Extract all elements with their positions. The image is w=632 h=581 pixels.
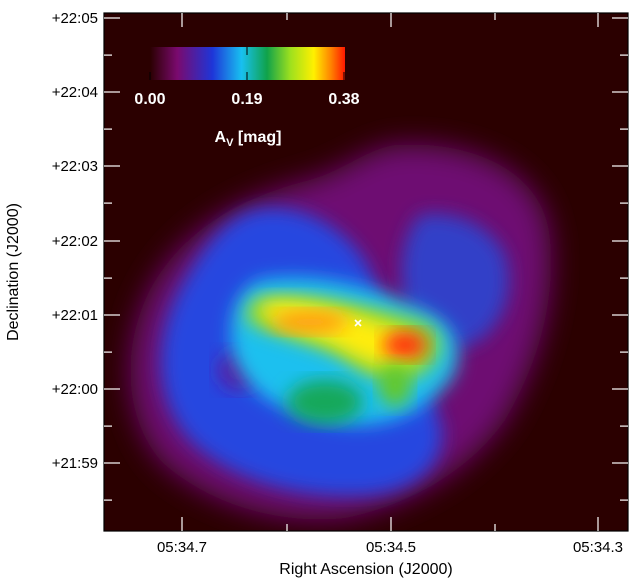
nebula-eastern-peak xyxy=(383,331,427,359)
axis-ticks xyxy=(104,13,628,531)
star-marker xyxy=(354,319,362,327)
x-axis: 05:34.7 05:34.5 05:34.3 xyxy=(157,539,623,556)
y-tick-label: +22:03 xyxy=(52,158,98,175)
nebula-plume-green xyxy=(379,363,411,407)
y-tick-label: +21:59 xyxy=(52,455,98,472)
y-tick-label: +22:01 xyxy=(52,307,98,324)
x-axis-label: Right Ascension (J2000) xyxy=(279,561,452,578)
colorbar-label-unit: [mag] xyxy=(233,129,281,146)
colorbar-tick-label: 0.38 xyxy=(328,91,359,108)
colorbar-tick-label: 0.00 xyxy=(134,91,165,108)
colorbar-label-sub: V xyxy=(226,137,234,149)
plot-frame xyxy=(103,12,629,532)
colorbar-label: AV [mag] xyxy=(215,129,282,149)
nebula-image xyxy=(130,144,551,520)
x-tick-label: 05:34.3 xyxy=(573,539,623,556)
colorbar-label-main: A xyxy=(215,129,227,146)
y-tick-label: +22:00 xyxy=(52,381,98,398)
x-tick-label: 05:34.7 xyxy=(157,539,207,556)
y-tick-label: +22:04 xyxy=(52,84,98,101)
y-tick-label: +22:05 xyxy=(52,10,98,27)
y-axis: +22:05 +22:04 +22:03 +22:02 +22:01 +22:0… xyxy=(52,10,98,472)
colorbar-tick-label: 0.19 xyxy=(231,91,262,108)
nebula-southern-clump xyxy=(287,380,363,424)
nebula-bar-orange xyxy=(272,311,348,333)
x-tick-label: 05:34.5 xyxy=(366,539,416,556)
y-tick-label: +22:02 xyxy=(52,233,98,250)
y-axis-label: Declination (J2000) xyxy=(5,203,22,341)
colorbar: 0.00 0.19 0.38 AV [mag] xyxy=(134,47,360,149)
